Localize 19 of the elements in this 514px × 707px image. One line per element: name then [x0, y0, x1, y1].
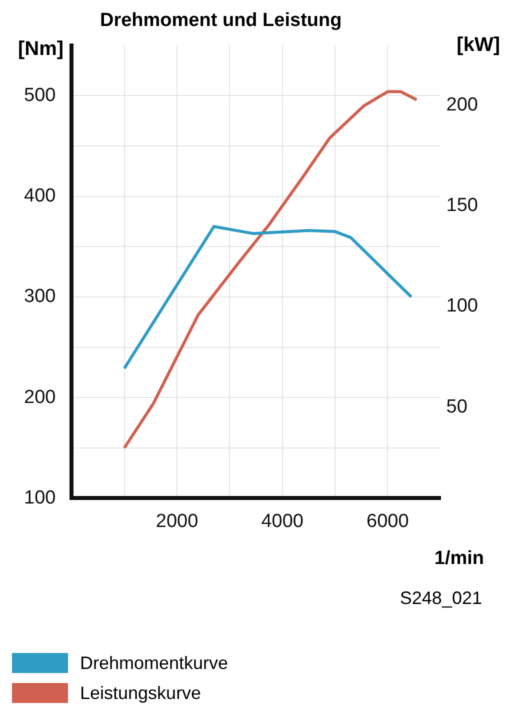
y-tick-label: 300	[24, 286, 56, 308]
y-tick-label: 400	[24, 186, 56, 207]
legend-label: Drehmomentkurve	[80, 652, 228, 674]
text: S248_021	[400, 588, 482, 609]
x-tick-label: 4000	[261, 510, 304, 532]
y2-tick-label: 100	[446, 296, 478, 317]
chart-title: Drehmoment und Leistung	[100, 10, 342, 32]
x-tick-label: 6000	[366, 510, 409, 532]
y-tick-label: 500	[24, 84, 56, 106]
y-tick-label: 100	[24, 487, 56, 508]
y2-tick-label: 50	[446, 396, 468, 418]
y2-tick-label: 200	[446, 94, 478, 116]
x-tick-label: 2000	[156, 510, 198, 532]
y2-tick-label: 150	[446, 195, 478, 216]
legend-label: Leistungskurve	[80, 682, 202, 704]
y-axis-title: [Nm]	[18, 38, 64, 61]
y-tick-label: 200	[24, 386, 56, 408]
x-axis-title: 1/min	[434, 548, 484, 570]
y2-axis-title: [kW]	[456, 34, 500, 57]
